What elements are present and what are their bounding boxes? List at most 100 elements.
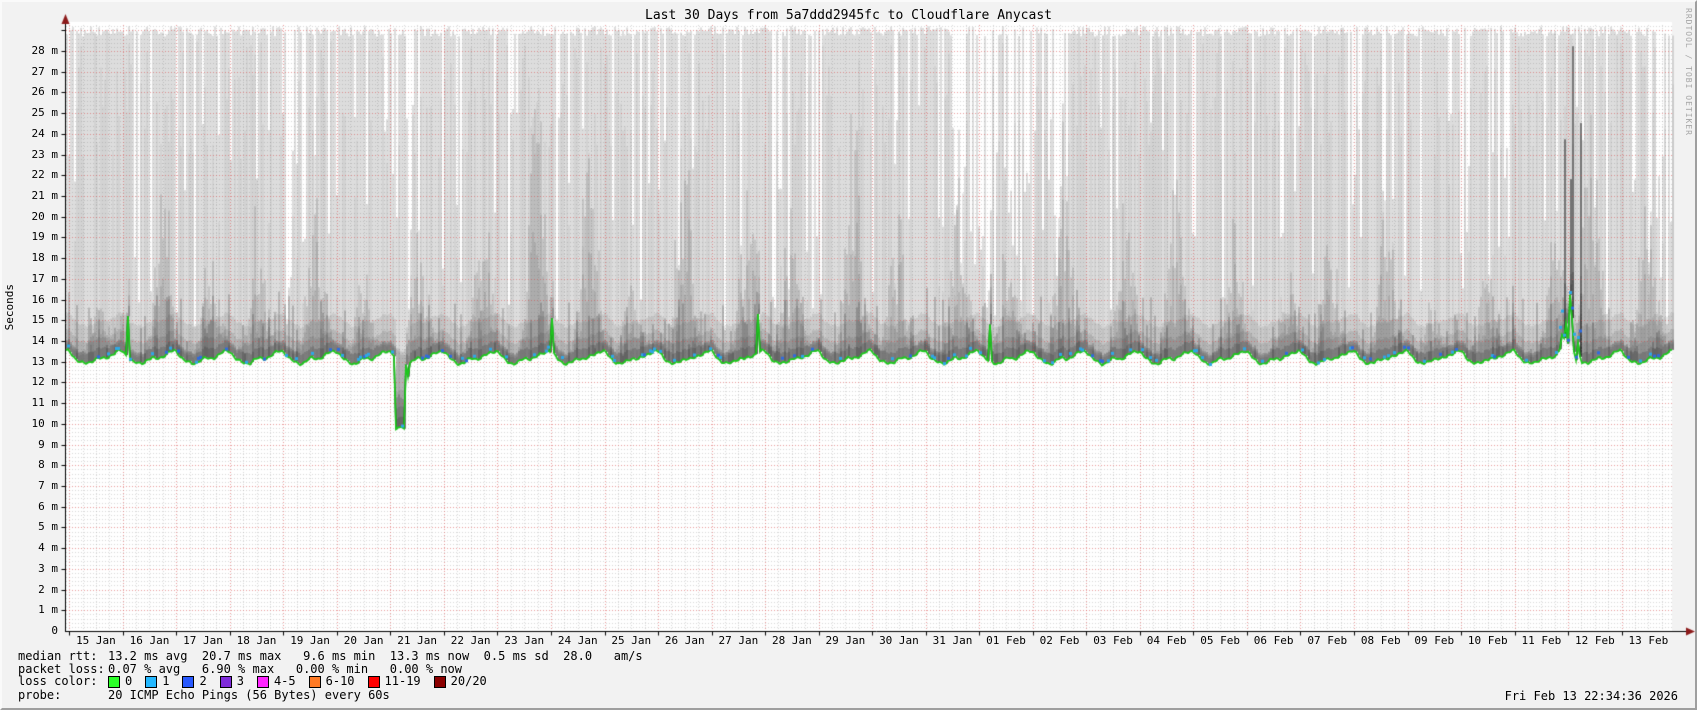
loss-color-label: 11-19: [384, 674, 421, 688]
y-tick-label: 19 m: [31, 230, 59, 244]
legend-label-packet-loss: packet loss:: [18, 662, 105, 676]
legend-packet-loss-values: 0.07 % avg 6.90 % max 0.00 % min 0.00 % …: [108, 662, 463, 676]
loss-color-item: 0: [108, 675, 132, 688]
legend-row-packet-loss: packet loss: 0.07 % avg 6.90 % max 0.00 %…: [18, 663, 462, 676]
loss-color-swatch: [219, 675, 232, 688]
x-tick-label: 10 Feb: [1467, 634, 1508, 647]
y-tick-label: 1 m: [38, 603, 58, 617]
y-tick-label: 25 m: [31, 106, 59, 120]
loss-color-swatch: [433, 675, 446, 688]
legend-row-loss-color: loss color: 0 1 2 3 4-5 6-10 11-19 20/20: [18, 675, 500, 688]
y-tick-label: 18 m: [31, 251, 59, 265]
x-tick-label: 29 Jan: [825, 634, 866, 647]
y-tick-label: 21 m: [31, 189, 59, 202]
y-tick-label: 20 m: [31, 209, 59, 223]
loss-color-item: 2: [182, 674, 207, 688]
legend-row-median-rtt: median rtt: 13.2 ms avg 20.7 ms max 9.6 m…: [18, 650, 643, 663]
y-tick-label: 9 m: [38, 437, 58, 451]
x-tick-label: 21 Jan: [397, 634, 438, 647]
x-tick-label: 31 Jan: [932, 634, 973, 647]
y-tick-label: 6 m: [38, 499, 58, 513]
loss-color-item: 6-10: [308, 674, 355, 688]
y-tick-label: 16 m: [31, 292, 59, 306]
y-tick-label: 11 m: [31, 396, 59, 410]
loss-color-label: 20/20: [450, 674, 487, 688]
loss-color-scale: 0 1 2 3 4-5 6-10 11-19 20/20: [108, 675, 500, 688]
loss-color-swatch: [367, 675, 380, 688]
graph-title: Last 30 Days from 5a7ddd2945fc to Cloudf…: [645, 8, 1052, 23]
y-tick-label: 27 m: [31, 64, 59, 78]
x-tick-label: 22 Jan: [450, 634, 491, 647]
x-tick-label: 27 Jan: [718, 634, 759, 647]
y-tick-label: 26 m: [31, 85, 59, 99]
x-tick-label: 13 Feb: [1628, 634, 1669, 647]
legend-label-loss-color: loss color:: [18, 674, 98, 688]
loss-color-item: 4-5: [256, 674, 296, 688]
loss-color-label: 1: [162, 674, 170, 688]
loss-color-label: 2: [199, 674, 207, 688]
generated-timestamp: Fri Feb 13 22:34:36 2026: [1504, 689, 1678, 703]
x-tick-label: 02 Feb: [1039, 634, 1080, 647]
legend-row-probe: probe: 20 ICMP Echo Pings (56 Bytes) ever…: [18, 689, 390, 702]
x-tick-label: 11 Feb: [1521, 634, 1562, 647]
x-tick-label: 04 Feb: [1146, 634, 1187, 647]
y-tick-label: 4 m: [38, 541, 58, 555]
y-tick-label: 3 m: [38, 561, 58, 575]
x-tick-label: 01 Feb: [986, 634, 1026, 647]
loss-color-label: 3: [236, 674, 244, 688]
x-tick-label: 20 Jan: [343, 634, 384, 647]
y-tick-label: 13 m: [31, 354, 59, 368]
y-tick-label: 22 m: [31, 168, 59, 182]
x-tick-label: 18 Jan: [236, 634, 277, 647]
y-axis-label: Seconds: [3, 284, 16, 331]
y-tick-label: 10 m: [31, 416, 59, 430]
y-tick-label: 2 m: [38, 582, 58, 596]
loss-color-swatch: [308, 675, 321, 688]
x-tick-label: 23 Jan: [504, 634, 545, 647]
x-tick-label: 28 Jan: [771, 634, 812, 647]
legend-label-median-rtt: median rtt:: [18, 649, 98, 663]
x-tick-label: 03 Feb: [1093, 634, 1133, 647]
x-tick-label: 19 Jan: [290, 634, 330, 647]
y-tick-label: 0: [51, 624, 58, 637]
loss-color-item: 20/20: [433, 674, 487, 688]
legend-label-probe: probe:: [18, 688, 62, 702]
x-tick-label: 24 Jan: [557, 634, 598, 647]
y-tick-label: 14 m: [31, 334, 59, 347]
loss-color-label: 0: [125, 674, 133, 688]
x-tick-label: 16 Jan: [129, 634, 170, 647]
y-tick-label: 17 m: [31, 271, 59, 285]
x-tick-label: 07 Feb: [1307, 634, 1348, 647]
loss-color-item: 3: [219, 674, 244, 688]
rrdtool-watermark: RRDTOOL / TOBI OETIKER: [1684, 8, 1693, 136]
loss-color-swatch: [256, 675, 269, 688]
x-tick-label: 15 Jan: [76, 634, 116, 647]
legend-probe-value: 20 ICMP Echo Pings (56 Bytes) every 60s: [108, 688, 390, 702]
x-tick-label: 30 Jan: [879, 634, 919, 647]
loss-color-swatch: [145, 675, 158, 688]
x-tick-label: 17 Jan: [183, 634, 223, 647]
y-tick-label: 28 m: [31, 44, 59, 57]
loss-color-item: 11-19: [367, 674, 421, 688]
x-tick-label: 12 Feb: [1574, 634, 1615, 647]
y-tick-label: 8 m: [38, 458, 58, 472]
x-tick-label: 09 Feb: [1414, 634, 1455, 647]
loss-color-swatch: [182, 675, 195, 688]
loss-color-label: 6-10: [325, 674, 355, 688]
x-tick-label: 08 Feb: [1360, 634, 1401, 647]
x-tick-label: 05 Feb: [1200, 634, 1241, 647]
loss-color-item: 1: [145, 675, 169, 688]
x-tick-label: 06 Feb: [1253, 634, 1294, 647]
x-tick-label: 26 Jan: [664, 634, 705, 647]
loss-color-swatch: [108, 675, 120, 688]
legend-median-rtt-values: 13.2 ms avg 20.7 ms max 9.6 ms min 13.3 …: [108, 649, 643, 663]
y-tick-label: 24 m: [31, 126, 59, 140]
x-tick-label: 25 Jan: [611, 634, 652, 647]
y-tick-label: 12 m: [31, 375, 59, 389]
loss-color-label: 4-5: [273, 674, 296, 688]
y-tick-label: 15 m: [31, 313, 59, 327]
y-tick-label: 5 m: [38, 520, 58, 534]
y-tick-label: 23 m: [31, 147, 59, 161]
